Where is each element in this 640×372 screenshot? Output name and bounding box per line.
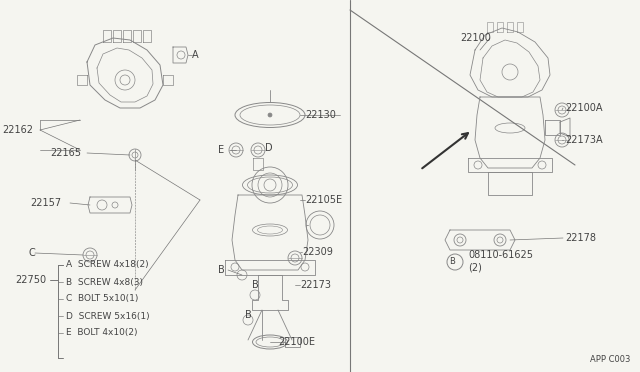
Text: 22100E: 22100E — [278, 337, 315, 347]
Text: 22130: 22130 — [305, 110, 336, 120]
Circle shape — [268, 113, 272, 117]
Text: C  BOLT 5x10(1): C BOLT 5x10(1) — [66, 295, 138, 304]
Circle shape — [454, 234, 466, 246]
Text: 22157: 22157 — [30, 198, 61, 208]
Text: APP C003: APP C003 — [589, 356, 630, 365]
Text: B: B — [252, 280, 259, 290]
Text: 22173A: 22173A — [565, 135, 603, 145]
Text: 22309: 22309 — [302, 247, 333, 257]
Text: 22162: 22162 — [2, 125, 33, 135]
Text: D: D — [265, 143, 273, 153]
Text: A: A — [192, 50, 198, 60]
Text: E  BOLT 4x10(2): E BOLT 4x10(2) — [66, 328, 138, 337]
Text: A  SCREW 4x18(2): A SCREW 4x18(2) — [66, 260, 148, 269]
Circle shape — [494, 234, 506, 246]
Text: C: C — [28, 248, 35, 258]
Text: B: B — [218, 265, 225, 275]
Text: B  SCREW 4x8(3): B SCREW 4x8(3) — [66, 278, 143, 286]
Text: (2): (2) — [468, 263, 482, 273]
Text: E: E — [218, 145, 224, 155]
Text: 22750: 22750 — [15, 275, 46, 285]
Text: 22173: 22173 — [300, 280, 331, 290]
Text: 22100: 22100 — [460, 33, 491, 43]
Text: 22178: 22178 — [565, 233, 596, 243]
Text: 22165: 22165 — [50, 148, 81, 158]
Text: 22100A: 22100A — [565, 103, 602, 113]
Text: D  SCREW 5x16(1): D SCREW 5x16(1) — [66, 311, 150, 321]
Text: B: B — [244, 310, 252, 320]
Text: 22105E: 22105E — [305, 195, 342, 205]
Text: 08110-61625: 08110-61625 — [468, 250, 533, 260]
Text: B: B — [449, 257, 455, 266]
